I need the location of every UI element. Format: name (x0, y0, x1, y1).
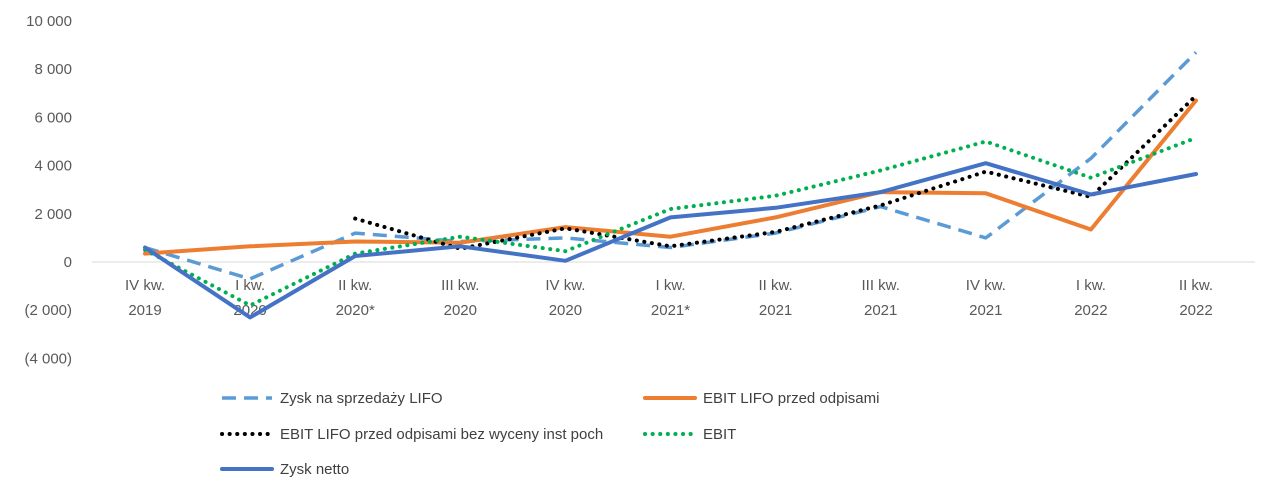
legend-item: EBIT (643, 426, 736, 443)
y-tick-label: 6 000 (34, 109, 72, 126)
y-tick-label: 10 000 (26, 13, 72, 30)
legend-item: EBIT LIFO przed odpisami (643, 390, 879, 407)
x-tick-label: IV kw. (125, 277, 165, 294)
x-tick-label: 2020 (549, 302, 582, 319)
x-tick-label: 2021 (969, 302, 1002, 319)
x-tick-label: 2020 (444, 302, 477, 319)
x-tick-label: III kw. (441, 277, 479, 294)
x-tick-label: 2021 (864, 302, 897, 319)
legend-item: EBIT LIFO przed odpisami bez wyceny inst… (220, 426, 603, 443)
series-line-2 (143, 98, 1198, 256)
legend-label: Zysk na sprzedaży LIFO (280, 390, 443, 407)
x-tick-label: III kw. (862, 277, 900, 294)
legend-item: Zysk netto (220, 461, 349, 478)
legend-label: EBIT LIFO przed odpisami (703, 390, 879, 407)
x-tick-label: I kw. (1076, 277, 1106, 294)
y-tick-label: 8 000 (34, 61, 72, 78)
x-tick-label: II kw. (338, 277, 372, 294)
legend: Zysk na sprzedaży LIFO EBIT LIFO przed od… (220, 390, 879, 478)
x-axis: IV kw. 2019 I kw. 2020 II kw. 2020* III kw. 202… (92, 261, 1255, 319)
x-tick-label: 2022 (1179, 302, 1212, 319)
x-tick-label: 2021 (759, 302, 792, 319)
y-axis: (4 000) (2 000) 0 2 000 4 000 6 000 8 000 10 00… (24, 13, 72, 367)
legend-label: EBIT (703, 426, 736, 443)
y-tick-label: 2 000 (34, 206, 72, 223)
y-tick-label: (2 000) (24, 302, 72, 319)
x-tick-label: II kw. (759, 277, 793, 294)
x-tick-label: I kw. (235, 277, 265, 294)
x-tick-label: 2021* (651, 302, 690, 319)
series-line-3 (353, 93, 1198, 251)
series-line-1 (144, 51, 1198, 281)
y-tick-label: 0 (64, 254, 72, 271)
legend-label: EBIT LIFO przed odpisami bez wyceny inst… (280, 426, 603, 443)
x-tick-label: 2022 (1074, 302, 1107, 319)
series-line-4 (143, 135, 1198, 308)
y-tick-label: 4 000 (34, 158, 72, 175)
x-tick-label: 2020* (336, 302, 375, 319)
y-tick-label: (4 000) (24, 350, 72, 367)
x-tick-label: II kw. (1179, 277, 1213, 294)
series-line-5 (143, 161, 1198, 320)
legend-item: Zysk na sprzedaży LIFO (222, 390, 443, 407)
series-lines (143, 51, 1198, 320)
x-tick-label: IV kw. (966, 277, 1006, 294)
x-tick-label: 2019 (128, 302, 161, 319)
legend-label: Zysk netto (280, 461, 349, 478)
x-tick-label: IV kw. (545, 277, 585, 294)
x-tick-label: I kw. (655, 277, 685, 294)
